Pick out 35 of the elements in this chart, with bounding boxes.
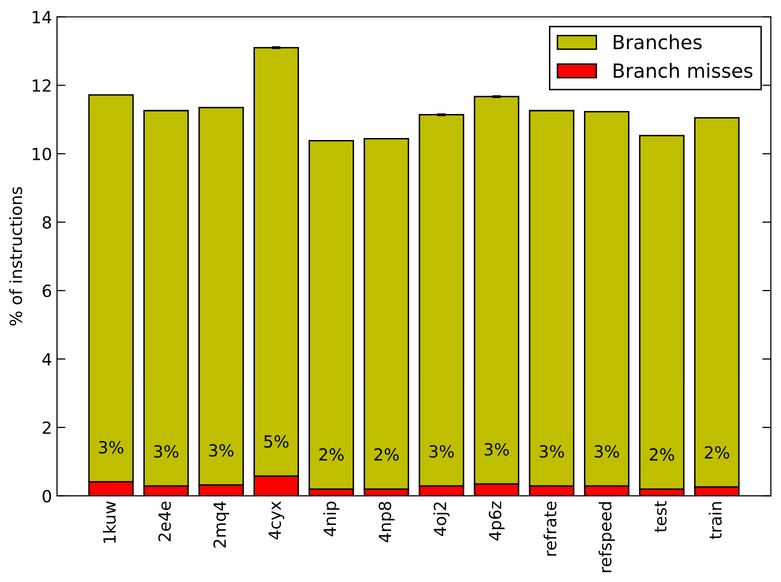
x-tick-label: 2e4e: [158, 502, 171, 542]
y-tick-label: 8: [42, 216, 52, 229]
annotation: 2%: [650, 448, 674, 461]
annotation: 3%: [484, 443, 509, 456]
x-tick-label: 1kuw: [102, 501, 116, 543]
x-tick-label: test: [654, 501, 667, 532]
x-tick-label: 2mq4: [213, 502, 230, 548]
x-tick-label: 4oj2: [433, 502, 450, 536]
y-axis-title: % of instructions: [9, 187, 22, 326]
y-tick-label: 2: [42, 421, 50, 434]
legend-label: Branch misses: [614, 62, 752, 78]
y-tick-label: 14: [32, 11, 52, 24]
annotation: 3%: [540, 445, 564, 458]
y-tick-label: 12: [32, 79, 50, 92]
annotation: 3%: [209, 444, 234, 457]
annotation: 2%: [704, 446, 730, 459]
x-tick-label: 4cyx: [268, 501, 284, 540]
x-tick-label: 4nip: [323, 502, 340, 536]
annotation: 3%: [594, 445, 620, 458]
x-tick-label: refspeed: [598, 502, 615, 572]
annotation: 2%: [374, 448, 399, 461]
y-tick-label: 4: [42, 353, 52, 366]
x-tick-label: 4p6z: [488, 501, 505, 540]
x-tick-label: 4np8: [378, 502, 394, 542]
x-tick-label: train: [708, 502, 722, 540]
legend-label: Branches: [614, 34, 702, 50]
y-tick-label: 0: [42, 490, 52, 502]
annotation: 3%: [430, 445, 454, 458]
annotation: 2%: [319, 448, 344, 461]
y-tick-label: 10: [32, 148, 52, 160]
annotation: 3%: [154, 445, 178, 458]
x-tick-label: refrate: [544, 502, 556, 556]
annotation: 5%: [264, 435, 289, 448]
annotation: 3%: [99, 441, 124, 454]
y-tick-label: 6: [42, 284, 52, 298]
